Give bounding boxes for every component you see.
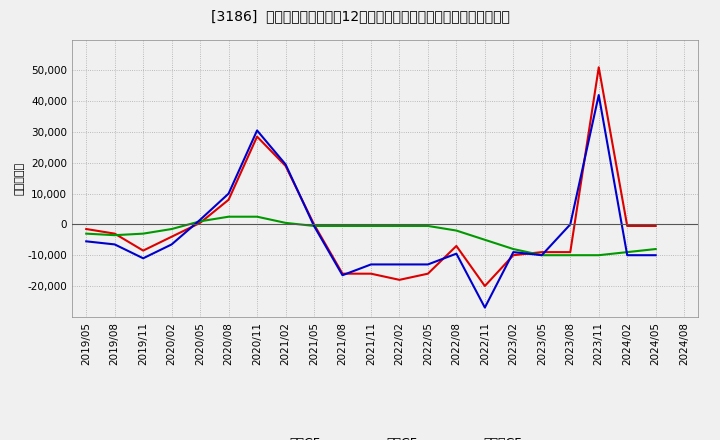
- 営業CF: [480, 283, 489, 289]
- 投資CF: [253, 214, 261, 219]
- 営業CF: [623, 223, 631, 228]
- 投資CF: [225, 214, 233, 219]
- 営業CF: [110, 231, 119, 236]
- フリーCF: [82, 238, 91, 244]
- 営業CF: [395, 277, 404, 282]
- 営業CF: [196, 220, 204, 225]
- 投資CF: [82, 231, 91, 236]
- 営業CF: [509, 253, 518, 258]
- フリーCF: [623, 253, 631, 258]
- フリーCF: [366, 262, 375, 267]
- Line: 投資CF: 投資CF: [86, 216, 656, 255]
- 営業CF: [452, 243, 461, 249]
- 投資CF: [395, 223, 404, 228]
- フリーCF: [253, 128, 261, 133]
- 投資CF: [623, 249, 631, 255]
- 営業CF: [310, 222, 318, 227]
- Legend: 営業CF, 投資CF, フリーCF: 営業CF, 投資CF, フリーCF: [243, 432, 527, 440]
- 投資CF: [310, 223, 318, 228]
- 投資CF: [452, 228, 461, 233]
- 投資CF: [366, 223, 375, 228]
- Text: [3186]  キャッシュフローの12か月移動合計の対前年同期増減額の推移: [3186] キャッシュフローの12か月移動合計の対前年同期増減額の推移: [210, 9, 510, 23]
- フリーCF: [595, 92, 603, 98]
- 営業CF: [338, 271, 347, 276]
- フリーCF: [652, 253, 660, 258]
- フリーCF: [167, 242, 176, 247]
- 投資CF: [110, 232, 119, 238]
- 営業CF: [139, 248, 148, 253]
- 投資CF: [652, 246, 660, 252]
- フリーCF: [338, 272, 347, 278]
- 営業CF: [253, 134, 261, 139]
- フリーCF: [282, 161, 290, 167]
- 営業CF: [423, 271, 432, 276]
- 投資CF: [196, 219, 204, 224]
- 営業CF: [537, 249, 546, 255]
- フリーCF: [480, 305, 489, 310]
- 投資CF: [595, 253, 603, 258]
- 投資CF: [282, 220, 290, 225]
- 営業CF: [82, 226, 91, 231]
- 投資CF: [566, 253, 575, 258]
- 営業CF: [595, 65, 603, 70]
- Line: フリーCF: フリーCF: [86, 95, 656, 308]
- フリーCF: [196, 217, 204, 222]
- 投資CF: [338, 223, 347, 228]
- Y-axis label: （百万円）: （百万円）: [14, 161, 24, 195]
- フリーCF: [452, 251, 461, 256]
- 投資CF: [509, 246, 518, 252]
- 投資CF: [139, 231, 148, 236]
- フリーCF: [395, 262, 404, 267]
- フリーCF: [509, 249, 518, 255]
- 営業CF: [652, 223, 660, 228]
- 営業CF: [366, 271, 375, 276]
- フリーCF: [566, 222, 575, 227]
- フリーCF: [110, 242, 119, 247]
- フリーCF: [139, 256, 148, 261]
- フリーCF: [423, 262, 432, 267]
- 営業CF: [566, 249, 575, 255]
- フリーCF: [537, 253, 546, 258]
- 投資CF: [537, 253, 546, 258]
- 営業CF: [167, 234, 176, 239]
- フリーCF: [225, 191, 233, 196]
- フリーCF: [310, 223, 318, 228]
- 投資CF: [480, 237, 489, 242]
- Line: 営業CF: 営業CF: [86, 67, 656, 286]
- 投資CF: [423, 223, 432, 228]
- 投資CF: [167, 226, 176, 231]
- 営業CF: [225, 197, 233, 202]
- 営業CF: [282, 163, 290, 169]
